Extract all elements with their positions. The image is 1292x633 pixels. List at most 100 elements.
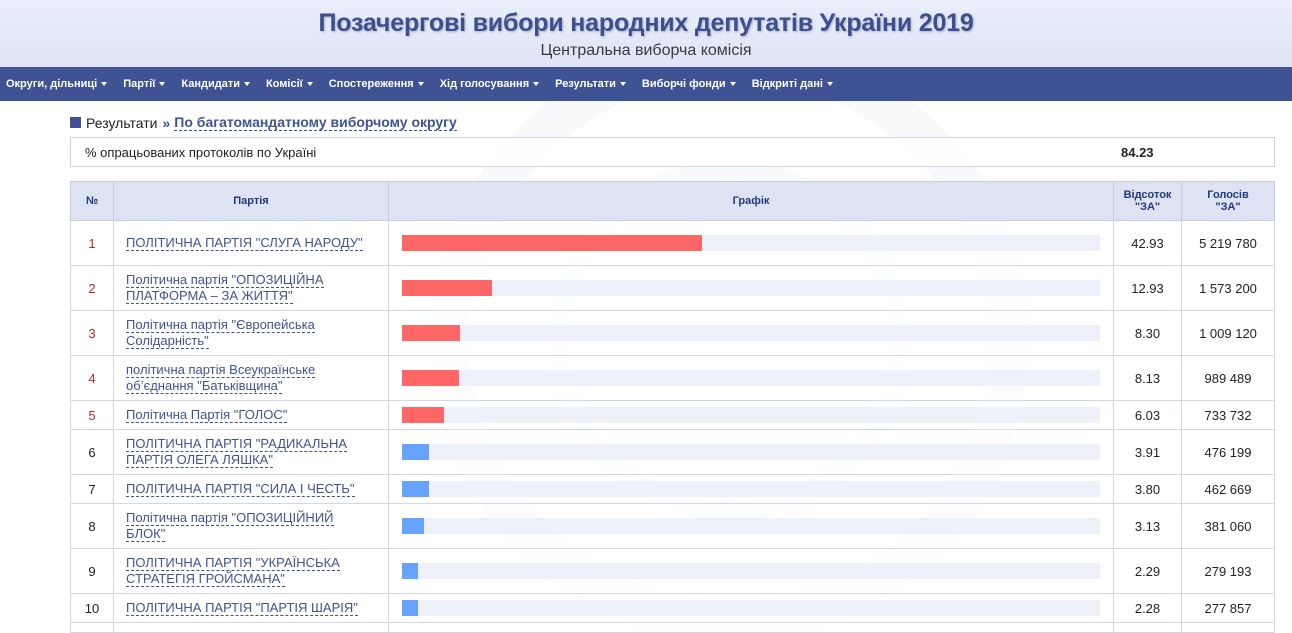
nav-item-2[interactable]: Кандидати [181,78,250,90]
caret-down-icon [619,82,626,86]
party-link[interactable]: Політична партія "Європейська Солідарніс… [126,317,315,349]
nav-item-8[interactable]: Відкриті дані [752,78,833,90]
percent-value: 2.28 [1113,593,1182,623]
votes-value: 5 219 780 [1181,220,1275,266]
party-cell: ПОЛІТИЧНА ПАРТІЯ "УКРАЇНСЬКА СТРАТЕГІЯ Г… [113,548,389,594]
page-title: Позачергові вибори народних депутатів Ук… [318,9,974,37]
nav-item-label: Результати [555,78,616,90]
table-cell [1181,622,1275,633]
percent-value: 3.80 [1113,474,1182,504]
bar-track [402,444,1100,460]
nav-item-0[interactable]: Округи, дільниці [6,78,108,90]
row-number: 9 [70,548,114,594]
table-row: 9 ПОЛІТИЧНА ПАРТІЯ "УКРАЇНСЬКА СТРАТЕГІЯ … [70,548,1275,594]
party-cell: Політична партія "Європейська Солідарніс… [113,310,389,356]
bar-fill [402,235,702,251]
nav-item-4[interactable]: Спостереження [329,78,424,90]
results-table: № Партія Графік Відсоток "ЗА" Голосів "ЗА"… [70,181,1275,633]
protocols-summary: % опрацьованих протоколів по Україні 84.… [70,137,1275,167]
bar-track [402,325,1100,341]
table-cell [1113,622,1182,633]
party-cell: політична партія Всеукраїнське об’єднанн… [113,355,389,401]
row-number: 2 [70,265,114,311]
percent-value: 8.13 [1113,355,1182,401]
party-link[interactable]: ПОЛІТИЧНА ПАРТІЯ "СЛУГА НАРОДУ" [126,235,363,251]
nav-item-label: Округи, дільниці [6,78,98,90]
row-number: 5 [70,400,114,430]
bar-fill [402,325,460,341]
bar-track [402,518,1100,534]
table-row: 4 політична партія Всеукраїнське об’єднан… [70,355,1275,401]
table-cell [113,622,389,633]
bar-fill [402,407,444,423]
table-row: 8 Політична партія "ОПОЗИЦІЙНИЙ БЛОК" 3.13… [70,503,1275,549]
votes-value: 381 060 [1181,503,1275,549]
party-link[interactable]: Політична партія "ОПОЗИЦІЙНА ПЛАТФОРМА –… [126,272,324,304]
site-header: Позачергові вибори народних депутатів Ук… [0,0,1292,67]
table-row [70,622,1275,633]
summary-label: % опрацьованих протоколів по Україні [85,144,317,160]
votes-value: 1 009 120 [1181,310,1275,356]
header-votes-line1: Голосів [1207,189,1249,201]
nav-item-3[interactable]: Комісії [266,78,313,90]
caret-down-icon [417,82,424,86]
header-num: № [70,181,114,221]
party-cell: Політична партія "ОПОЗИЦІЙНА ПЛАТФОРМА –… [113,265,389,311]
row-number: 7 [70,474,114,504]
party-link[interactable]: політична партія Всеукраїнське об’єднанн… [126,362,316,394]
row-number: 6 [70,429,114,475]
caret-down-icon [243,82,250,86]
page-subtitle: Центральна виборча комісія [540,42,752,59]
bar-fill [402,600,418,616]
header-votes-line2: "ЗА" [1215,201,1241,213]
header-graph: Графік [388,181,1114,221]
party-link[interactable]: ПОЛІТИЧНА ПАРТІЯ "ПАРТІЯ ШАРІЯ" [126,600,358,616]
graph-cell [388,474,1114,504]
bar-track [402,280,1100,296]
row-number: 4 [70,355,114,401]
nav-item-label: Комісії [265,78,303,90]
votes-value: 1 573 200 [1181,265,1275,311]
bar-fill [402,280,492,296]
nav-item-label: Кандидати [181,78,240,90]
breadcrumb-square-icon [70,117,81,128]
party-cell: Політична Партія "ГОЛОС" [113,400,389,430]
nav-item-6[interactable]: Результати [555,78,626,90]
header-votes: Голосів "ЗА" [1181,181,1275,221]
party-link[interactable]: Політична Партія "ГОЛОС" [126,407,288,423]
nav-item-label: Хід голосування [439,78,530,90]
party-cell: ПОЛІТИЧНА ПАРТІЯ "СИЛА І ЧЕСТЬ" [113,474,389,504]
row-number: 3 [70,310,114,356]
bar-track [402,235,1100,251]
bar-track [402,481,1100,497]
party-cell: ПОЛІТИЧНА ПАРТІЯ "СЛУГА НАРОДУ" [113,220,389,266]
nav-item-1[interactable]: Партії [123,78,166,90]
caret-down-icon [729,82,736,86]
votes-value: 733 732 [1181,400,1275,430]
header-percent-line1: Відсоток [1123,189,1172,201]
breadcrumb-current-link[interactable]: По багатомандатному виборчому округу [174,114,457,131]
graph-cell [388,429,1114,475]
party-link[interactable]: ПОЛІТИЧНА ПАРТІЯ "РАДИКАЛЬНА ПАРТІЯ ОЛЕГ… [126,436,348,468]
party-link[interactable]: ПОЛІТИЧНА ПАРТІЯ "СИЛА І ЧЕСТЬ" [126,481,355,497]
nav-item-label: Відкриті дані [751,78,823,90]
percent-value: 8.30 [1113,310,1182,356]
nav-item-5[interactable]: Хід голосування [439,78,540,90]
graph-cell [388,265,1114,311]
graph-cell [388,548,1114,594]
header-party: Партія [113,181,389,221]
party-link[interactable]: ПОЛІТИЧНА ПАРТІЯ "УКРАЇНСЬКА СТРАТЕГІЯ Г… [126,555,340,587]
party-link[interactable]: Політична партія "ОПОЗИЦІЙНИЙ БЛОК" [126,510,334,542]
bar-fill [402,370,459,386]
table-header-row: № Партія Графік Відсоток "ЗА" Голосів "ЗА" [70,181,1275,221]
votes-value: 279 193 [1181,548,1275,594]
main-content: Результати » По багатомандатному виборчо… [0,114,1292,633]
percent-value: 6.03 [1113,400,1182,430]
table-cell [70,622,114,633]
nav-item-7[interactable]: Виборчі фонди [642,78,736,90]
bar-fill [402,481,429,497]
breadcrumb: Результати » По багатомандатному виборчо… [70,114,1275,131]
votes-value: 476 199 [1181,429,1275,475]
caret-down-icon [159,82,166,86]
graph-cell [388,593,1114,623]
